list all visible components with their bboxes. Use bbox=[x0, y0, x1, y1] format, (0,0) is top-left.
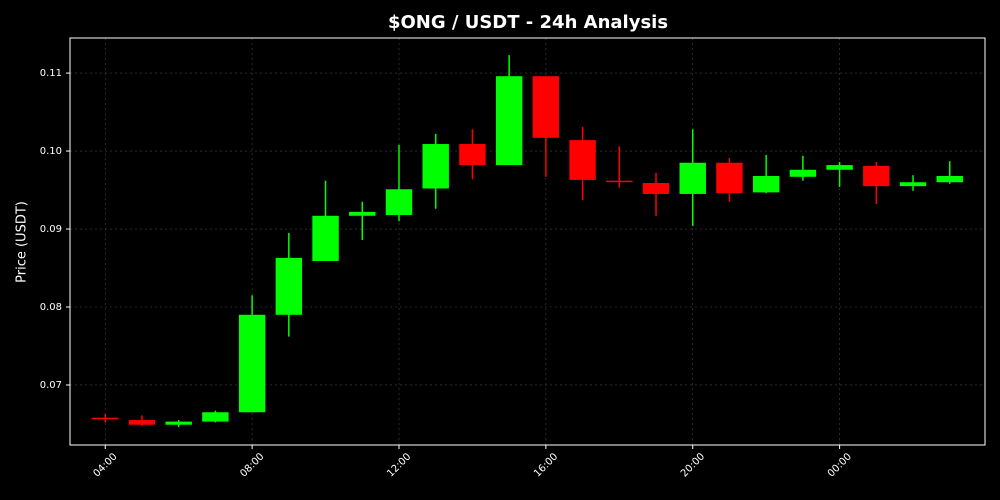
plot-frame bbox=[69, 37, 986, 446]
candle-body bbox=[826, 165, 853, 170]
y-tick-label: 0.11 bbox=[40, 68, 62, 79]
candle-body bbox=[716, 162, 743, 194]
candle-body bbox=[642, 183, 670, 194]
candle-body bbox=[606, 180, 633, 183]
candle-body bbox=[312, 215, 339, 261]
candle-body bbox=[422, 144, 449, 189]
y-tick-label: 0.07 bbox=[40, 380, 62, 391]
candle-body bbox=[385, 189, 413, 215]
candle-body bbox=[349, 211, 376, 216]
y-axis-label: Price (USDT) bbox=[15, 201, 30, 283]
candle-body bbox=[899, 182, 927, 187]
chart-title: $ONG / USDT - 24h Analysis bbox=[388, 12, 668, 33]
candle-body bbox=[532, 76, 560, 138]
candle-body bbox=[495, 76, 523, 166]
y-tick-label: 0.09 bbox=[40, 224, 62, 235]
candle-body bbox=[789, 169, 817, 177]
candle-body bbox=[128, 420, 156, 425]
candle-body bbox=[92, 417, 119, 420]
candle-body bbox=[165, 421, 192, 425]
candle-body bbox=[569, 140, 596, 180]
candle-body bbox=[863, 165, 890, 187]
candle-body bbox=[238, 314, 266, 413]
candle-body bbox=[275, 257, 303, 315]
candle-body bbox=[752, 176, 780, 193]
y-tick-label: 0.08 bbox=[40, 302, 62, 313]
candle-body bbox=[202, 412, 229, 422]
candle-body bbox=[936, 176, 963, 183]
candle-body bbox=[459, 144, 486, 166]
y-tick-label: 0.10 bbox=[40, 146, 62, 157]
candle-body bbox=[679, 162, 706, 194]
